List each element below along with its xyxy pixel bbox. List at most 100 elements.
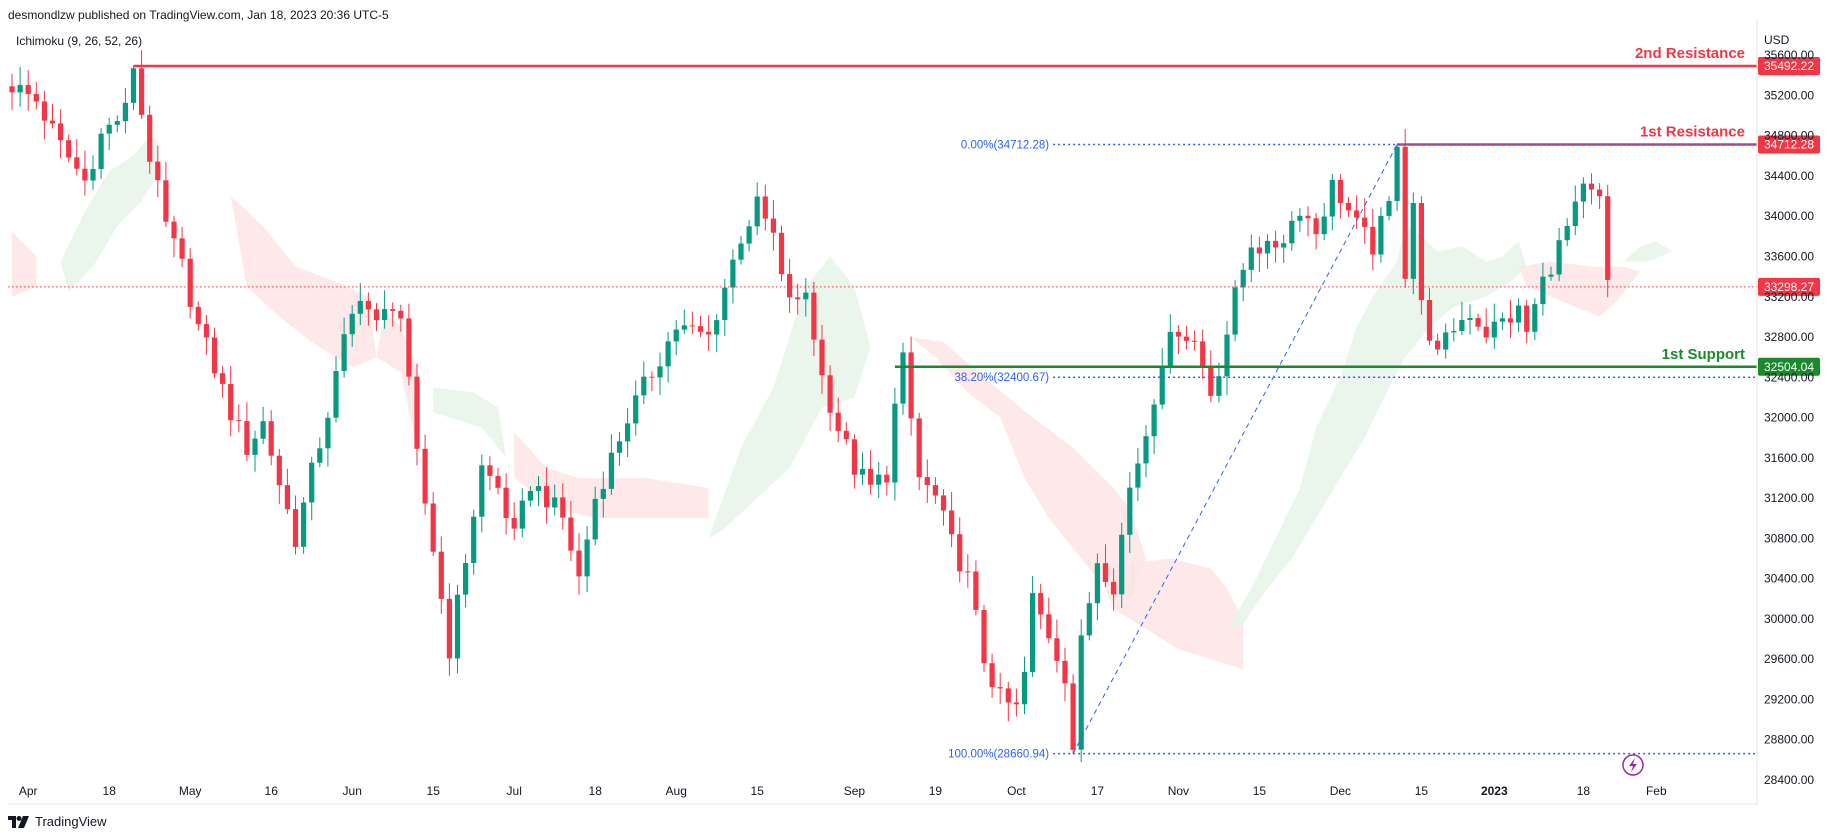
ichimoku-cloud-green — [1623, 241, 1673, 262]
candle-body — [9, 86, 15, 93]
candle — [1540, 262, 1546, 316]
candle-body — [1524, 305, 1530, 332]
candle-body — [1588, 183, 1595, 190]
candle — [1337, 174, 1343, 219]
time-tick-label: 18 — [103, 784, 117, 798]
candle — [471, 509, 477, 575]
candle — [1005, 681, 1011, 722]
candle-body — [592, 498, 598, 540]
candle-body — [997, 687, 1003, 689]
candle-body — [1499, 318, 1505, 322]
candle-body — [835, 412, 841, 431]
candle-body — [1532, 304, 1538, 332]
candle — [762, 184, 768, 231]
candle — [560, 483, 566, 530]
candle-body — [649, 376, 655, 378]
candle-body — [1370, 226, 1376, 255]
candle — [1151, 399, 1157, 455]
ichimoku-cloud-green — [708, 256, 871, 539]
candle-body — [1483, 326, 1489, 338]
level-badge-text: 34712.28 — [1764, 138, 1814, 152]
candle — [1345, 197, 1352, 217]
candle — [1418, 196, 1424, 315]
candle-body — [1232, 287, 1238, 335]
candle-body — [1443, 332, 1449, 350]
candle — [1175, 325, 1181, 355]
candle — [398, 304, 404, 332]
ichimoku-cloud-green — [433, 387, 507, 458]
candle — [163, 162, 169, 227]
candle — [1402, 129, 1408, 288]
candle-body — [633, 395, 639, 424]
candle-body — [487, 465, 493, 476]
candle — [357, 283, 363, 326]
candle — [778, 225, 785, 282]
candle-body — [33, 94, 39, 102]
candle — [1499, 312, 1505, 330]
price-tick-label: 34400.00 — [1764, 169, 1814, 183]
candle — [9, 73, 15, 110]
price-axis[interactable]: USD 35600.00 35200.00 34800.00 34400.00 3400… — [1756, 20, 1814, 805]
candle-body — [940, 495, 947, 511]
candle-body — [301, 502, 307, 547]
level-label: 1st Resistance — [1640, 124, 1745, 141]
candle — [373, 302, 380, 331]
candle — [49, 104, 56, 129]
candle — [284, 468, 290, 514]
candle — [616, 432, 623, 466]
candle — [1281, 234, 1287, 263]
price-tick-label: 32000.00 — [1764, 411, 1814, 425]
candle — [1370, 208, 1376, 271]
candle — [965, 554, 971, 588]
candle — [1605, 184, 1611, 298]
candle — [1159, 348, 1165, 410]
candle-body — [811, 292, 817, 340]
candle-body — [1548, 274, 1554, 277]
indicator-legend[interactable]: Ichimoku (9, 26, 52, 26) — [16, 34, 143, 48]
level-badge-text: 35492.22 — [1764, 59, 1814, 73]
candle-body — [989, 663, 995, 688]
candle-body — [244, 421, 250, 455]
candle-body — [17, 85, 23, 93]
candle — [1435, 333, 1441, 355]
candle-body — [195, 306, 201, 325]
candle — [657, 352, 663, 396]
time-axis[interactable]: Apr 18 May 16 Jun 15 Jul 18 Aug 15 Sep 19 Oct 17 Nov 15… — [8, 784, 1757, 805]
candle-body — [260, 421, 266, 439]
candle-body — [1475, 318, 1481, 327]
candle — [228, 365, 234, 437]
candle — [1483, 308, 1489, 344]
candle-body — [1305, 215, 1311, 219]
candle — [1030, 576, 1036, 677]
candle — [365, 292, 371, 326]
candle-body — [932, 485, 938, 496]
candle — [454, 584, 461, 674]
candle — [1524, 300, 1530, 343]
candle — [1224, 321, 1230, 396]
candle-body — [1605, 196, 1611, 280]
price-tick-label: 32400.00 — [1764, 370, 1814, 384]
candle-body — [41, 101, 47, 121]
candle — [220, 365, 226, 398]
candle-body — [211, 337, 218, 374]
candle — [527, 486, 533, 507]
candle-body — [49, 120, 56, 124]
candle — [1143, 425, 1149, 478]
tradingview-brand[interactable]: TradingView — [8, 814, 107, 829]
candle-body — [908, 352, 914, 419]
candle-body — [292, 509, 299, 547]
candle-body — [1151, 404, 1157, 437]
candle-body — [1111, 581, 1117, 595]
candle-body — [58, 123, 64, 141]
time-tick-label: Jun — [343, 784, 362, 798]
candle-body — [1394, 146, 1400, 201]
candle — [41, 90, 47, 140]
candle-body — [1345, 203, 1352, 211]
candle-body — [1248, 247, 1254, 270]
price-tick-label: 32800.00 — [1764, 330, 1814, 344]
candle — [706, 315, 712, 351]
lightning-marker-icon[interactable] — [1622, 754, 1644, 776]
candle-body — [317, 448, 323, 463]
candle — [90, 155, 96, 190]
